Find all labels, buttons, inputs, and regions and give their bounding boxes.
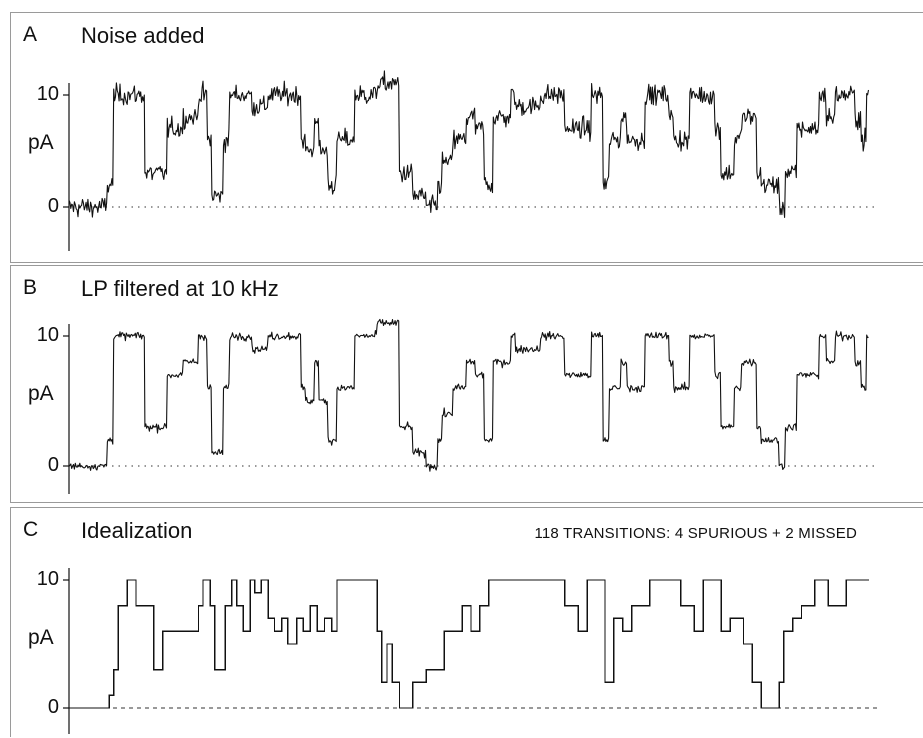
y-tick-label-10: 10 (36, 83, 59, 105)
panel-title: LP filtered at 10 kHz (81, 276, 279, 301)
panel-title: Idealization (81, 518, 193, 543)
y-tick-label-0: 0 (47, 195, 59, 217)
panel-letter: B (23, 276, 38, 299)
y-unit-label: pA (28, 382, 54, 405)
panel-letter: C (23, 518, 39, 541)
transition-count-note: 118 TRANSITIONS: 4 SPURIOUS + 2 MISSED (534, 525, 857, 542)
idealization-plot (63, 568, 879, 734)
y-tick-label-10: 10 (36, 568, 59, 590)
panel-b: B LP filtered at 10 kHz 10 pA 0 (10, 265, 923, 503)
panel-c: C Idealization 118 TRANSITIONS: 4 SPURIO… (10, 507, 923, 737)
idealized-trace (69, 579, 869, 709)
panel-letter: A (23, 23, 38, 46)
lp-filtered-plot (63, 318, 879, 494)
y-tick-label-0: 0 (47, 454, 59, 476)
panel-a: A Noise added 10 pA 0 (10, 12, 923, 263)
panel-title: Noise added (81, 23, 205, 48)
filtered-trace (68, 318, 869, 472)
y-unit-label: pA (28, 131, 54, 154)
noise-added-plot (63, 70, 879, 251)
y-tick-label-10: 10 (36, 324, 59, 346)
y-tick-label-0: 0 (47, 696, 59, 718)
noisy-trace (68, 70, 870, 218)
y-unit-label: pA (28, 626, 54, 649)
